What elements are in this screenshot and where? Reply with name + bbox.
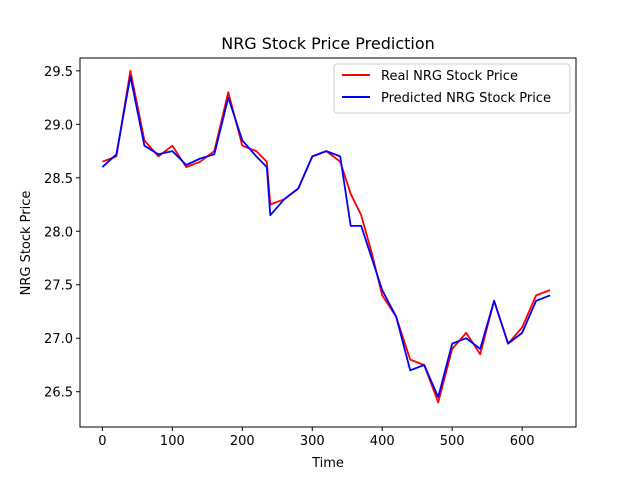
x-tick-label: 600: [510, 434, 535, 449]
x-tick-label: 0: [98, 434, 106, 449]
x-tick-label: 300: [300, 434, 325, 449]
plot-area: [80, 58, 576, 427]
x-axis-ticks: 0 100 200 300 400 500 600: [98, 427, 535, 449]
x-tick-label: 400: [370, 434, 395, 449]
y-axis-ticks: 26.5 27.0 27.5 28.0 28.5 29.0 29.5: [44, 65, 80, 401]
chart-title: NRG Stock Price Prediction: [221, 34, 435, 53]
y-tick-label: 28.5: [44, 172, 73, 187]
y-tick-label: 27.0: [44, 332, 73, 347]
legend-box: [333, 63, 571, 114]
legend: Real NRG Stock Price Predicted NRG Stock…: [333, 63, 571, 114]
plot-frame: [79, 57, 577, 428]
x-tick-label: 100: [160, 434, 185, 449]
series-group: [101, 69, 551, 404]
y-tick-label: 29.0: [44, 118, 73, 133]
y-axis-label: NRG Stock Price: [19, 191, 34, 296]
y-tick-label: 27.5: [44, 279, 73, 294]
legend-label-real: Real NRG Stock Price: [381, 69, 518, 84]
x-tick-label: 500: [440, 434, 465, 449]
y-tick-label: 29.5: [44, 65, 73, 80]
x-axis-label: Time: [311, 456, 344, 471]
legend-label-predicted: Predicted NRG Stock Price: [381, 91, 551, 106]
x-tick-label: 200: [230, 434, 255, 449]
y-tick-label: 28.0: [44, 225, 73, 240]
y-tick-label: 26.5: [44, 386, 73, 401]
series-line-predicted: [101, 75, 551, 399]
